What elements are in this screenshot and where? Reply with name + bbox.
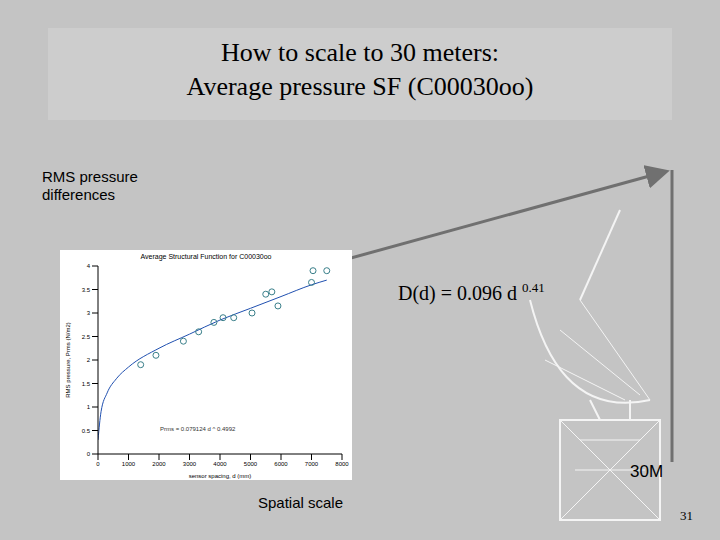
html-text:30M: 30M xyxy=(630,462,664,481)
svg-text:RMS pressure, Prms (N/m2): RMS pressure, Prms (N/m2) xyxy=(65,322,71,398)
svg-text:1.5: 1.5 xyxy=(82,381,91,387)
svg-text:5000: 5000 xyxy=(244,461,258,467)
svg-text:1: 1 xyxy=(87,404,91,410)
html-text:D(d) = 0.096 d 0.41: D(d) = 0.096 d 0.41 xyxy=(398,280,545,304)
svg-text:2000: 2000 xyxy=(152,461,166,467)
svg-text:7000: 7000 xyxy=(305,461,319,467)
html-text:How to scale to 30 meters:: How to scale to 30 meters: xyxy=(221,38,499,67)
html-text:Prms = 0.079124 d ^ 0.4992: Prms = 0.079124 d ^ 0.4992 xyxy=(160,426,236,432)
svg-text:3000: 3000 xyxy=(183,461,197,467)
html-text:Average pressure SF (C00030oo): Average pressure SF (C00030oo) xyxy=(186,72,534,101)
svg-text:0.5: 0.5 xyxy=(82,428,91,434)
html-text:RMS pressure differences: RMS pressure differences xyxy=(42,168,138,203)
svg-text:2: 2 xyxy=(87,357,91,363)
svg-text:8000: 8000 xyxy=(335,461,349,467)
svg-text:2.5: 2.5 xyxy=(82,334,91,340)
html-text:Average Structural Function fo: Average Structural Function for C00030oo xyxy=(140,253,272,260)
svg-text:0: 0 xyxy=(96,461,100,467)
svg-text:6000: 6000 xyxy=(274,461,288,467)
svg-text:3.5: 3.5 xyxy=(82,287,91,293)
svg-text:4000: 4000 xyxy=(213,461,227,467)
html-text:31: 31 xyxy=(680,508,693,523)
svg-text:1000: 1000 xyxy=(122,461,136,467)
svg-text:sensor spacing, d (mm): sensor spacing, d (mm) xyxy=(189,473,252,479)
svg-text:4: 4 xyxy=(87,263,91,269)
html-text:Spatial scale: Spatial scale xyxy=(258,494,344,511)
svg-text:0: 0 xyxy=(87,451,91,457)
svg-text:3: 3 xyxy=(87,310,91,316)
